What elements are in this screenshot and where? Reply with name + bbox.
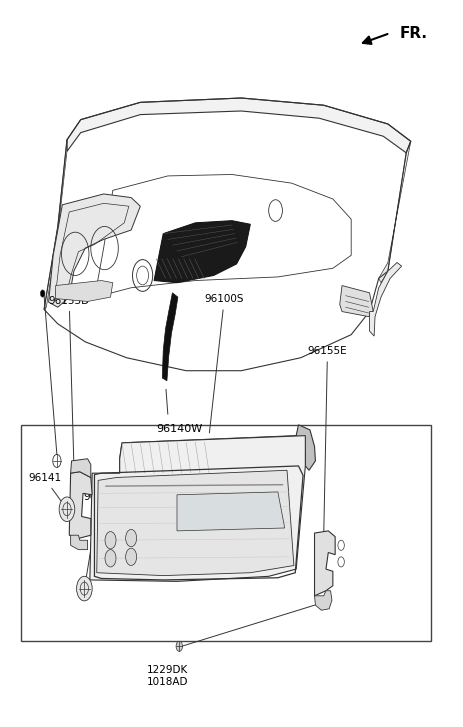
Circle shape	[40, 290, 45, 297]
Circle shape	[105, 531, 116, 549]
Polygon shape	[314, 531, 334, 596]
Polygon shape	[176, 492, 284, 531]
Polygon shape	[90, 435, 305, 582]
Polygon shape	[162, 293, 177, 381]
Polygon shape	[70, 459, 91, 478]
Polygon shape	[70, 535, 88, 550]
Polygon shape	[154, 221, 250, 283]
Polygon shape	[369, 262, 401, 336]
Polygon shape	[314, 591, 331, 610]
Circle shape	[59, 497, 75, 521]
Polygon shape	[67, 98, 410, 153]
Text: 96141: 96141	[28, 473, 65, 507]
Polygon shape	[339, 286, 372, 316]
Circle shape	[125, 548, 136, 566]
Polygon shape	[69, 472, 92, 538]
Text: 96100S: 96100S	[204, 294, 244, 433]
Text: 96141: 96141	[83, 492, 116, 586]
Text: 96155D: 96155D	[49, 296, 89, 460]
Polygon shape	[56, 281, 113, 302]
Text: 96155E: 96155E	[307, 346, 346, 534]
Bar	[21, 425, 431, 641]
Polygon shape	[97, 470, 293, 576]
Polygon shape	[44, 140, 67, 310]
Polygon shape	[378, 141, 410, 283]
Circle shape	[76, 577, 92, 601]
Text: 1229DK: 1229DK	[147, 665, 188, 675]
Polygon shape	[49, 194, 140, 308]
Text: FR.: FR.	[399, 25, 426, 41]
Text: 1018AD: 1018AD	[147, 677, 188, 686]
Polygon shape	[119, 435, 305, 473]
Circle shape	[175, 641, 182, 651]
Circle shape	[125, 529, 136, 547]
Text: 96140W: 96140W	[156, 424, 202, 434]
Circle shape	[105, 550, 116, 567]
Polygon shape	[295, 425, 315, 470]
